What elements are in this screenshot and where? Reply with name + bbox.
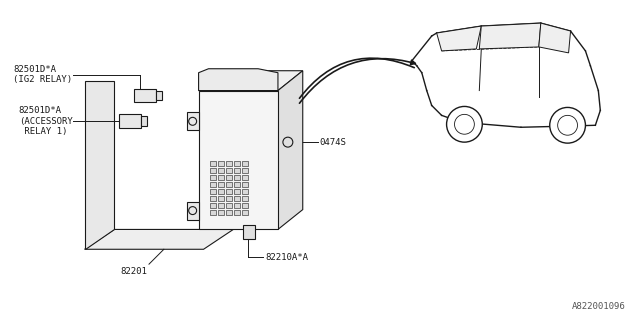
Circle shape: [557, 116, 577, 135]
Bar: [227, 168, 232, 173]
Polygon shape: [436, 26, 481, 51]
Text: 0474S: 0474S: [319, 138, 346, 147]
Bar: [227, 175, 232, 180]
Bar: [218, 203, 225, 208]
Bar: [211, 196, 216, 201]
Bar: [227, 196, 232, 201]
Circle shape: [189, 117, 196, 125]
Bar: [218, 210, 225, 214]
Bar: [141, 116, 147, 126]
Text: 82210A*A: 82210A*A: [265, 253, 308, 262]
Polygon shape: [187, 112, 198, 130]
Text: 82201: 82201: [120, 267, 147, 276]
Bar: [211, 210, 216, 214]
Text: 82501D*A
(IG2 RELAY): 82501D*A (IG2 RELAY): [13, 65, 72, 84]
Bar: [242, 189, 248, 194]
Bar: [218, 182, 225, 187]
Bar: [234, 203, 240, 208]
Circle shape: [189, 207, 196, 214]
Bar: [243, 226, 255, 239]
Bar: [218, 175, 225, 180]
Bar: [242, 196, 248, 201]
Bar: [242, 161, 248, 166]
Bar: [227, 210, 232, 214]
Circle shape: [454, 114, 474, 134]
Bar: [134, 89, 156, 102]
Bar: [198, 91, 278, 229]
Bar: [211, 189, 216, 194]
Bar: [234, 161, 240, 166]
Polygon shape: [479, 23, 541, 49]
Bar: [156, 91, 162, 100]
Polygon shape: [278, 71, 303, 229]
Circle shape: [447, 107, 483, 142]
Bar: [234, 168, 240, 173]
Circle shape: [550, 108, 586, 143]
Bar: [218, 196, 225, 201]
Polygon shape: [187, 202, 198, 220]
Bar: [211, 182, 216, 187]
Bar: [227, 182, 232, 187]
Bar: [211, 175, 216, 180]
Circle shape: [283, 137, 293, 147]
Bar: [218, 168, 225, 173]
Bar: [218, 189, 225, 194]
Polygon shape: [84, 229, 234, 249]
Text: A822001096: A822001096: [572, 302, 625, 311]
Polygon shape: [198, 69, 278, 91]
Bar: [227, 161, 232, 166]
Bar: [234, 175, 240, 180]
Polygon shape: [198, 71, 303, 91]
Bar: [227, 203, 232, 208]
Bar: [234, 210, 240, 214]
Text: 82501D*A
(ACCESSORY
 RELAY 1): 82501D*A (ACCESSORY RELAY 1): [19, 107, 72, 136]
Polygon shape: [84, 81, 115, 249]
Bar: [242, 175, 248, 180]
Bar: [211, 168, 216, 173]
Bar: [218, 161, 225, 166]
Polygon shape: [539, 23, 571, 53]
Bar: [119, 114, 141, 128]
Bar: [242, 210, 248, 214]
Bar: [234, 182, 240, 187]
Bar: [211, 161, 216, 166]
Bar: [234, 189, 240, 194]
Bar: [242, 168, 248, 173]
FancyArrowPatch shape: [300, 59, 415, 103]
Bar: [242, 182, 248, 187]
Bar: [211, 203, 216, 208]
Bar: [242, 203, 248, 208]
Bar: [227, 189, 232, 194]
Bar: [234, 196, 240, 201]
